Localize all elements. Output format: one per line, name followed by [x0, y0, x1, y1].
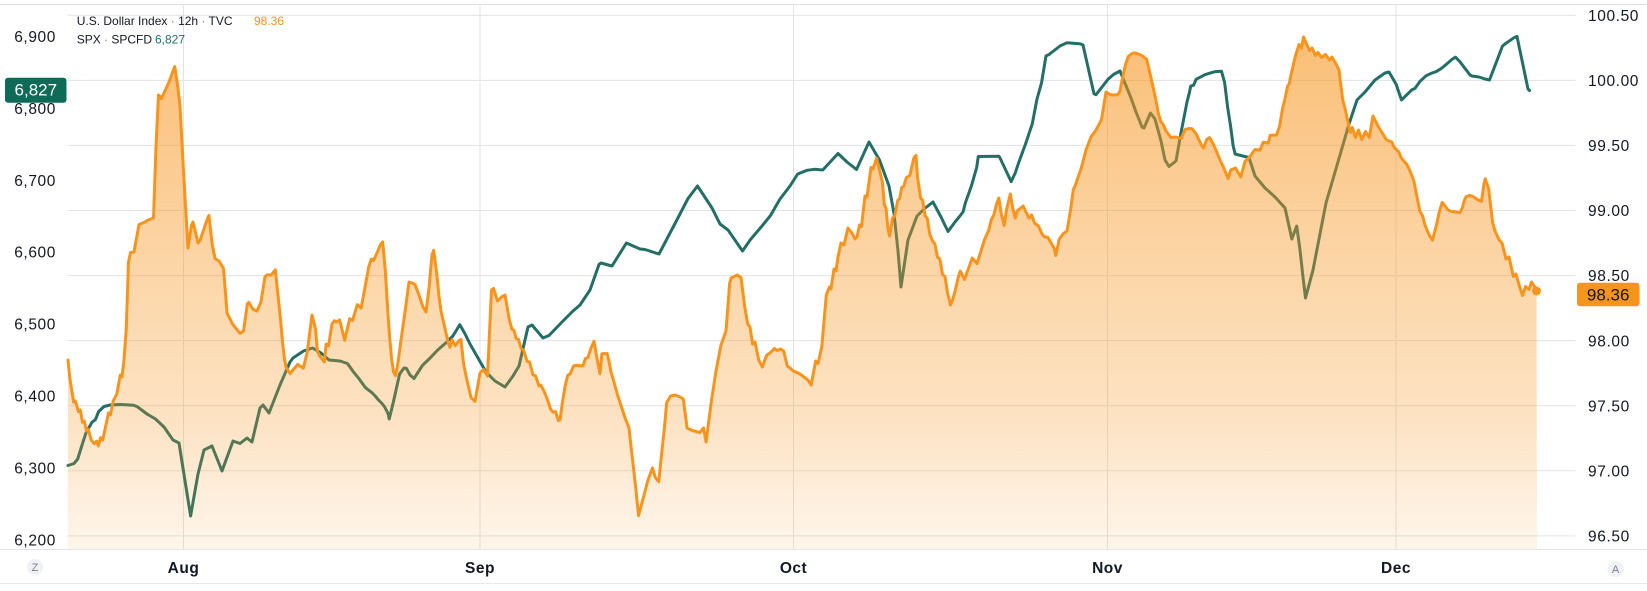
svg-text:6,300: 6,300 — [14, 461, 56, 478]
svg-text:6,700: 6,700 — [14, 173, 56, 190]
svg-text:6,827: 6,827 — [15, 80, 58, 99]
svg-text:100.00: 100.00 — [1588, 73, 1639, 90]
svg-text:6,400: 6,400 — [14, 389, 56, 406]
svg-text:Z: Z — [32, 562, 39, 574]
svg-text:99.50: 99.50 — [1588, 138, 1630, 155]
svg-text:6,500: 6,500 — [14, 317, 56, 334]
svg-text:Sep: Sep — [465, 560, 495, 577]
svg-text:6,200: 6,200 — [14, 533, 56, 550]
svg-text:Oct: Oct — [780, 560, 807, 577]
svg-text:SPX · SPCFD: SPX · SPCFD — [77, 33, 153, 47]
svg-text:6,600: 6,600 — [14, 245, 56, 262]
svg-text:98.00: 98.00 — [1588, 333, 1630, 350]
svg-text:99.00: 99.00 — [1588, 203, 1630, 220]
svg-text:98.50: 98.50 — [1588, 268, 1630, 285]
svg-text:A: A — [1612, 564, 1620, 576]
svg-text:6,827: 6,827 — [155, 33, 185, 47]
svg-text:U.S. Dollar Index · 12h · TVC: U.S. Dollar Index · 12h · TVC — [77, 14, 233, 28]
svg-text:Nov: Nov — [1092, 560, 1123, 577]
svg-text:96.50: 96.50 — [1588, 529, 1630, 546]
svg-text:Dec: Dec — [1381, 560, 1411, 577]
svg-text:97.50: 97.50 — [1588, 398, 1630, 415]
svg-text:98.36: 98.36 — [254, 14, 284, 28]
svg-text:100.50: 100.50 — [1588, 8, 1639, 25]
svg-text:98.36: 98.36 — [1587, 286, 1630, 305]
svg-text:Aug: Aug — [168, 560, 200, 577]
svg-text:6,800: 6,800 — [14, 101, 56, 118]
svg-text:6,900: 6,900 — [14, 29, 56, 46]
svg-text:97.00: 97.00 — [1588, 463, 1630, 480]
